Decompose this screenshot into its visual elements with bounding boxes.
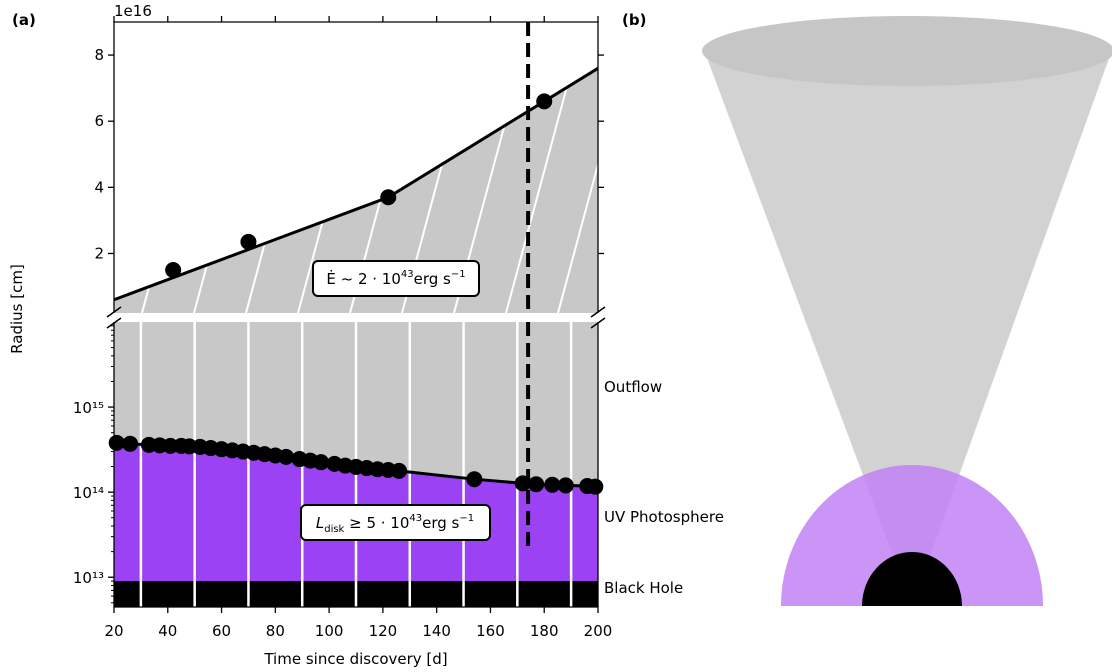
x-tick-label: 60: [212, 622, 231, 640]
outflow-point: [380, 189, 397, 206]
hatch-line: [557, 160, 598, 313]
y-tick-label: 6: [94, 112, 104, 130]
y-tick-label: 8: [94, 46, 104, 64]
disk-annotation-box: Ldisk ≥ 5 · 1043erg s−1: [300, 504, 491, 541]
outflow-cone: [704, 50, 1112, 606]
x-tick-label: 80: [266, 622, 285, 640]
x-tick-label: 40: [158, 622, 177, 640]
uv-photosphere-dome: [781, 465, 1043, 606]
panel-a-label: (a): [12, 11, 36, 29]
top-axis-panel: 2 4 6 8 1e16 Ė ~ 2 · 1043erg s−1: [94, 2, 680, 313]
hatch-line: [505, 52, 577, 313]
y-tick-label: 10¹⁵: [73, 399, 104, 417]
x-tick-label: 100: [315, 622, 344, 640]
outflow-point: [165, 262, 182, 279]
x-tick-label: 200: [584, 622, 613, 640]
region-label-uv: UV Photosphere: [604, 508, 724, 526]
photosphere-point: [122, 435, 139, 452]
bottom-y-ticks: 10¹³ 10¹⁴ 10¹⁵: [73, 325, 114, 604]
hatch-line: [245, 52, 317, 313]
y-tick-label: 10¹⁴: [73, 484, 104, 502]
photosphere-point: [278, 448, 295, 465]
y-axis-label: Radius [cm]: [8, 264, 26, 354]
y-tick-label: 4: [94, 178, 104, 196]
photosphere-point: [528, 476, 545, 493]
bottom-x-ticks: 20 40 60 80 100 120 140 160 180 200: [104, 607, 612, 640]
photosphere-point: [557, 477, 574, 494]
top-y-ticks: 2 4 6 8: [94, 46, 604, 262]
axis-break-marks: [106, 306, 606, 329]
outflow-point: [536, 93, 553, 110]
hatch-line: [141, 52, 213, 313]
photosphere-point: [466, 471, 483, 488]
x-tick-label: 20: [104, 622, 123, 640]
y-tick-label: 10¹³: [73, 569, 104, 587]
hatch-line: [610, 53, 680, 313]
photosphere-point: [108, 434, 125, 451]
energy-annotation-box: Ė ~ 2 · 1043erg s−1: [312, 260, 480, 297]
y-tick-label: 2: [94, 244, 104, 262]
region-label-outflow: Outflow: [604, 378, 662, 396]
outflow-points: [165, 93, 553, 279]
top-offset-text: 1e16: [114, 2, 152, 20]
bottom-axis-frame: [113, 322, 599, 608]
outflow-point: [240, 233, 257, 250]
top-x-ticks: [113, 16, 599, 22]
hatch-line: [297, 52, 369, 313]
region-label-bh: Black Hole: [604, 579, 683, 597]
energy-annotation: Ė ~ 2 · 1043erg s−1: [326, 269, 465, 288]
photosphere-point: [587, 478, 604, 495]
x-tick-label: 120: [369, 622, 398, 640]
hatch-line: [193, 52, 265, 313]
black-hole-dome: [862, 552, 962, 606]
x-tick-label: 160: [476, 622, 505, 640]
top-outflow-fill: [114, 68, 598, 313]
photosphere-point: [313, 454, 330, 471]
disk-annotation: Ldisk ≥ 5 · 1043erg s−1: [316, 513, 474, 535]
top-axis-frame: [113, 21, 599, 313]
schematic-panel: [702, 16, 1112, 606]
photosphere-point: [391, 462, 408, 479]
outflow-cone-top: [702, 16, 1112, 86]
photosphere-point: [514, 475, 531, 492]
x-tick-label: 180: [530, 622, 559, 640]
photosphere-points: [108, 434, 604, 495]
photosphere-point: [544, 476, 561, 493]
panel-b-label: (b): [622, 11, 646, 29]
x-tick-label: 140: [422, 622, 451, 640]
x-axis-label: Time since discovery [d]: [263, 650, 447, 668]
